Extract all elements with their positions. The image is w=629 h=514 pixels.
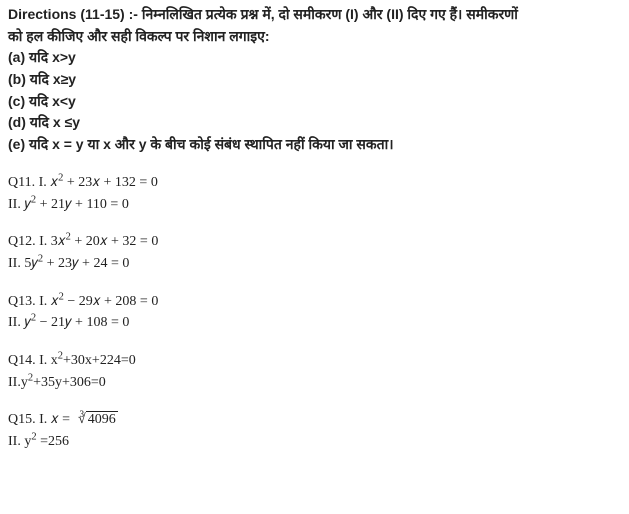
directions-block: Directions (11-15) :- निम्नलिखित प्रत्ये…: [8, 4, 621, 26]
q14-l1-rest: +30x+224=0: [63, 353, 136, 368]
q14-l2-prefix: II.: [8, 375, 21, 390]
question-15: Q15. I. 𝑥 = 3√4096 II. y2 =256: [8, 409, 621, 452]
q13-line2: II. 𝑦2 − 21𝑦 + 108 = 0: [8, 312, 621, 334]
option-d: (d) यदि x ≤y: [8, 112, 621, 134]
question-14: Q14. I. x2+30x+224=0 II.y2+35y+306=0: [8, 350, 621, 393]
question-13: Q13. I. 𝑥2 − 29𝑥 + 208 = 0 II. 𝑦2 − 21𝑦 …: [8, 291, 621, 334]
q15-l2-prefix: II.: [8, 434, 24, 449]
q13-l1-rest: − 29𝑥 + 208 = 0: [64, 294, 159, 309]
q11-line2: II. 𝑦2 + 21𝑦 + 110 = 0: [8, 194, 621, 216]
q12-l1-var: 3𝑥: [51, 234, 66, 249]
option-e: (e) यदि x = y या x और y के बीच कोई संबंध…: [8, 134, 621, 156]
q15-line1: Q15. I. 𝑥 = 3√4096: [8, 409, 621, 431]
q11-l2-rest: + 21𝑦 + 110 = 0: [36, 197, 129, 212]
q13-l2-rest: − 21𝑦 + 108 = 0: [36, 315, 129, 330]
q13-l1-prefix: Q13. I.: [8, 294, 51, 309]
directions-line2: को हल कीजिए और सही विकल्प पर निशान लगाइए…: [8, 26, 621, 48]
q14-line1: Q14. I. x2+30x+224=0: [8, 350, 621, 372]
q14-l1-prefix: Q14. I.: [8, 353, 51, 368]
radicand: 4096: [86, 411, 118, 427]
q11-l2-prefix: II.: [8, 197, 24, 212]
question-11: Q11. I. 𝑥2 + 23𝑥 + 132 = 0 II. 𝑦2 + 21𝑦 …: [8, 172, 621, 215]
q14-l1-var: x: [51, 353, 58, 368]
option-c: (c) यदि x<y: [8, 91, 621, 113]
q12-line1: Q12. I. 3𝑥2 + 20𝑥 + 32 = 0: [8, 231, 621, 253]
q13-l2-prefix: II.: [8, 315, 24, 330]
q11-line1: Q11. I. 𝑥2 + 23𝑥 + 132 = 0: [8, 172, 621, 194]
q12-l2-prefix: II.: [8, 256, 24, 271]
option-a: (a) यदि x>y: [8, 47, 621, 69]
q13-l1-var: 𝑥: [51, 294, 59, 309]
q12-l2-var: 5𝑦: [24, 256, 38, 271]
q12-line2: II. 5𝑦2 + 23𝑦 + 24 = 0: [8, 253, 621, 275]
q12-l1-prefix: Q12. I.: [8, 234, 51, 249]
directions-label: Directions (11-15) :-: [8, 6, 142, 22]
q11-l1-var: 𝑥: [50, 175, 58, 190]
q14-l2-rest: +35y+306=0: [33, 375, 106, 390]
option-b: (b) यदि x≥y: [8, 69, 621, 91]
question-12: Q12. I. 3𝑥2 + 20𝑥 + 32 = 0 II. 5𝑦2 + 23𝑦…: [8, 231, 621, 274]
q15-l2-rest: =256: [37, 434, 69, 449]
directions-text-line1: निम्नलिखित प्रत्येक प्रश्न में, दो समीकर…: [142, 6, 518, 22]
q13-line1: Q13. I. 𝑥2 − 29𝑥 + 208 = 0: [8, 291, 621, 313]
root-degree: 3: [79, 409, 84, 419]
q14-line2: II.y2+35y+306=0: [8, 372, 621, 394]
q12-l2-rest: + 23𝑦 + 24 = 0: [43, 256, 129, 271]
q15-l1-prefix: Q15. I.: [8, 412, 51, 427]
q11-l1-rest: + 23𝑥 + 132 = 0: [63, 175, 158, 190]
q11-l1-prefix: Q11. I.: [8, 175, 50, 190]
q15-line2: II. y2 =256: [8, 431, 621, 453]
q15-l1-var: 𝑥 =: [51, 412, 74, 427]
cube-root: 3√4096: [73, 409, 117, 431]
q12-l1-rest: + 20𝑥 + 32 = 0: [71, 234, 159, 249]
q14-l2-var: y: [21, 375, 28, 390]
